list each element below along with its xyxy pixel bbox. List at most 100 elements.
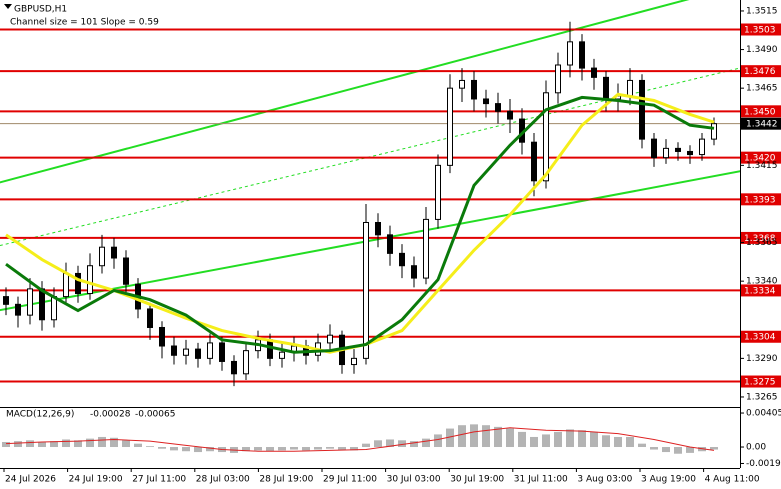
macd-bar <box>590 431 598 448</box>
macd-bar <box>422 438 430 448</box>
level-label: 1.3275 <box>744 378 776 388</box>
macd-bar <box>374 440 382 448</box>
macd-bar <box>350 447 358 451</box>
macd-bar <box>158 447 166 449</box>
macd-bar <box>86 438 94 448</box>
candle-body <box>567 41 573 66</box>
candle-body <box>75 272 81 295</box>
macd-bar <box>386 439 394 448</box>
candle-body <box>435 164 441 220</box>
macd-bar <box>506 428 514 448</box>
candle-body <box>675 147 681 152</box>
candle-body <box>711 123 717 140</box>
macd-bar <box>650 447 658 450</box>
macd-bar <box>170 447 178 451</box>
level-box <box>741 193 781 206</box>
candle-body <box>627 79 633 97</box>
macd-bar <box>38 441 46 448</box>
candle-body <box>171 345 177 356</box>
level-label: 1.3368 <box>744 234 776 244</box>
macd-bar <box>242 447 250 452</box>
candle-body <box>111 246 117 259</box>
x-tick-label: 3 Aug 03:00 <box>577 475 632 485</box>
candle-body <box>231 360 237 375</box>
candle-body <box>531 141 537 182</box>
macd-bar <box>662 447 670 453</box>
level-label: 1.3450 <box>744 107 776 117</box>
level-box <box>741 65 781 78</box>
x-tick-label: 24 Jul 19:00 <box>69 475 123 485</box>
macd-bar <box>494 426 502 448</box>
macd-bar <box>518 431 526 448</box>
candle-body <box>639 79 645 140</box>
macd-bar <box>182 447 190 452</box>
macd-bar <box>314 447 322 450</box>
candle-body <box>39 288 45 321</box>
macd-bar <box>602 435 610 448</box>
macd-bar <box>362 443 370 448</box>
macd-bar <box>410 441 418 448</box>
candle-body <box>159 326 165 347</box>
candle-body <box>591 67 597 78</box>
macd-bar <box>26 440 34 448</box>
macd-bar <box>278 447 286 451</box>
macd-bar <box>146 446 154 448</box>
candle-body <box>687 150 693 156</box>
candle-body <box>543 92 549 182</box>
macd-bar <box>398 440 406 448</box>
candle-body <box>123 257 129 285</box>
macd-bar <box>626 436 634 448</box>
macd-bar <box>542 434 550 448</box>
level-label: 1.3393 <box>744 195 776 205</box>
candle-body <box>447 87 453 166</box>
macd-bar <box>710 447 718 450</box>
channel-info: Channel size = 101 Slope = 0.59 <box>10 18 159 28</box>
macd-bar <box>482 425 490 448</box>
candle-body <box>507 110 513 120</box>
macd-bar <box>62 439 70 448</box>
candle-body <box>387 234 393 254</box>
x-tick-label: 30 Jul 03:00 <box>387 475 441 485</box>
macd-bar <box>578 430 586 448</box>
candle-body <box>267 339 273 359</box>
moving-average <box>5 95 715 354</box>
price-panel <box>0 0 740 387</box>
macd-bar <box>686 447 694 453</box>
candle-body <box>423 218 429 279</box>
candle-body <box>15 303 21 316</box>
candle-body <box>27 288 33 316</box>
macd-tick-label: 0.00405 <box>746 409 781 419</box>
candle-body <box>579 41 585 69</box>
last-price-label: 1.3442 <box>746 120 778 130</box>
level-box <box>741 23 781 36</box>
x-tick-label: 28 Jul 03:00 <box>196 475 250 485</box>
x-tick-label: 30 Jul 19:00 <box>450 475 504 485</box>
macd-bar <box>206 447 214 452</box>
channel-upper <box>0 0 690 184</box>
macd-bar <box>614 436 622 448</box>
macd-bar <box>674 447 682 454</box>
macd-bar <box>434 434 442 448</box>
macd-tick-label: 0.00 <box>746 443 766 453</box>
level-box <box>741 375 781 388</box>
macd-bar <box>302 447 310 451</box>
y-tick-label: 1.3415 <box>746 161 778 171</box>
candle-body <box>219 342 225 362</box>
candle-body <box>699 138 705 156</box>
x-tick-label: 24 Jul 2026 <box>5 475 56 485</box>
level-box <box>741 151 781 164</box>
macd-bar <box>638 443 646 448</box>
macd-panel <box>2 424 718 454</box>
candle-body <box>471 79 477 100</box>
level-label: 1.3334 <box>744 286 776 296</box>
level-box <box>741 105 781 118</box>
macd-bar <box>50 441 58 448</box>
macd-bar <box>2 441 10 448</box>
candle-body <box>603 76 609 100</box>
candle-body <box>351 357 357 366</box>
level-label: 1.3503 <box>744 25 776 35</box>
macd-bar <box>266 447 274 452</box>
candle-body <box>99 246 105 267</box>
